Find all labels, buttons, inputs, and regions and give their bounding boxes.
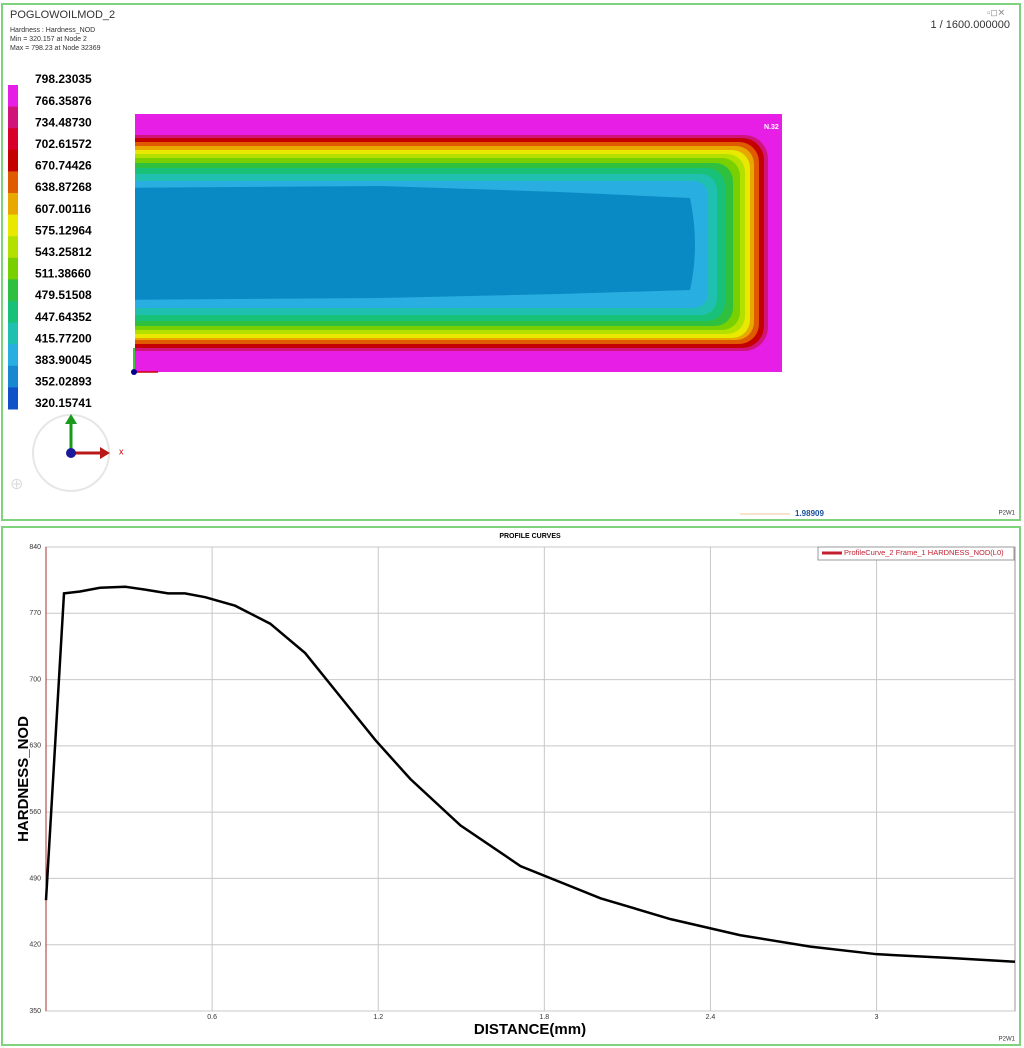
window-id: P2W1 — [999, 511, 1016, 517]
legend-labels: 798.23035 766.35876 734.48730 702.61572 670.… — [35, 72, 92, 410]
color-band — [8, 171, 18, 194]
triad-origin — [66, 448, 76, 458]
node-label: N.32 — [764, 124, 779, 131]
origin — [131, 369, 137, 375]
legend-label: 479.51508 — [35, 288, 92, 302]
legend-label: ProfileCurve_2 Frame_1 HARDNESS_NOD(L0) — [844, 548, 1004, 557]
y-axis-label: HARDNESS_NOD — [15, 716, 32, 842]
color-band — [8, 365, 18, 388]
info-line: Min = 320.157 at Node 2 — [10, 36, 87, 43]
legend-label: 734.48730 — [35, 115, 92, 129]
color-band — [8, 301, 18, 324]
frame-counter: 1 / 1600.000000 — [930, 19, 1010, 31]
y-tick-label: 770 — [29, 610, 41, 617]
legend-label: 447.64352 — [35, 310, 92, 324]
legend-label: 798.23035 — [35, 72, 92, 86]
legend-label: 352.02893 — [35, 375, 92, 389]
model-title: POGLOWOILMOD_2 — [10, 9, 115, 21]
x-tick-label: 1.2 — [373, 1014, 383, 1021]
scale-value: 1.98909 — [795, 509, 824, 518]
triad-x-head — [100, 447, 110, 459]
y-tick-label: 840 — [29, 544, 41, 551]
x-tick-label: 1.8 — [539, 1014, 549, 1021]
legend-label: 511.38660 — [35, 267, 91, 281]
legend-label: 543.25812 — [35, 245, 92, 259]
legend-label: 575.12964 — [35, 223, 92, 237]
view-tools[interactable]: ⊕ — [10, 476, 23, 493]
triad-y-head — [65, 414, 77, 424]
color-band — [8, 387, 18, 410]
y-tick-label: 700 — [29, 676, 41, 683]
band — [135, 186, 695, 300]
legend-label: 702.61572 — [35, 137, 92, 151]
plot-area — [45, 546, 1016, 1012]
color-band — [8, 193, 18, 216]
legend-box — [817, 546, 1015, 561]
contour — [135, 114, 782, 372]
color-band — [8, 322, 18, 345]
triad-x-label: x — [119, 446, 124, 456]
x-tick-label: 0.6 — [207, 1014, 217, 1021]
x-axis-label: DISTANCE(mm) — [474, 1021, 586, 1038]
color-band — [8, 85, 18, 108]
window-buttons[interactable]: ▫◻✕ — [987, 7, 1005, 17]
y-tick-label: 630 — [29, 743, 41, 750]
info-line: Hardness : Hardness_NOD — [10, 27, 95, 34]
color-band — [8, 128, 18, 151]
color-band — [8, 344, 18, 367]
chart-border — [1, 526, 1021, 1046]
y-tick-label: 350 — [29, 1008, 41, 1015]
legend-label: 415.77200 — [35, 331, 92, 345]
y-tick-label: 490 — [29, 875, 41, 882]
x-tick-label: 3 — [875, 1014, 879, 1021]
curve — [44, 585, 1016, 964]
color-band — [8, 236, 18, 259]
color-band — [8, 279, 18, 302]
window-id: P2W1 — [999, 1037, 1016, 1043]
y-tick-label: 420 — [29, 942, 41, 949]
legend-label: 670.74426 — [35, 159, 92, 173]
chart: 350 420 490 560 630 700 770 840 0.6 1.2 1.8 2.4 3 Pro… — [29, 544, 1016, 1021]
color-band — [8, 214, 18, 237]
legend-label: 766.35876 — [35, 94, 92, 108]
legend-label: 383.90045 — [35, 353, 92, 367]
chart-title: PROFILE CURVES — [499, 533, 561, 540]
color-band — [8, 106, 18, 129]
legend-label: 638.87268 — [35, 180, 92, 194]
legend-label: 607.00116 — [35, 202, 91, 216]
x-tick-label: 2.4 — [706, 1014, 716, 1021]
color-band — [8, 149, 18, 172]
color-bar — [8, 85, 18, 410]
legend-label: 320.15741 — [35, 396, 92, 410]
y-tick-label: 560 — [29, 809, 41, 816]
info-line: Max = 798.23 at Node 32369 — [10, 45, 101, 52]
color-band — [8, 257, 18, 280]
viewport-border — [1, 3, 1021, 521]
